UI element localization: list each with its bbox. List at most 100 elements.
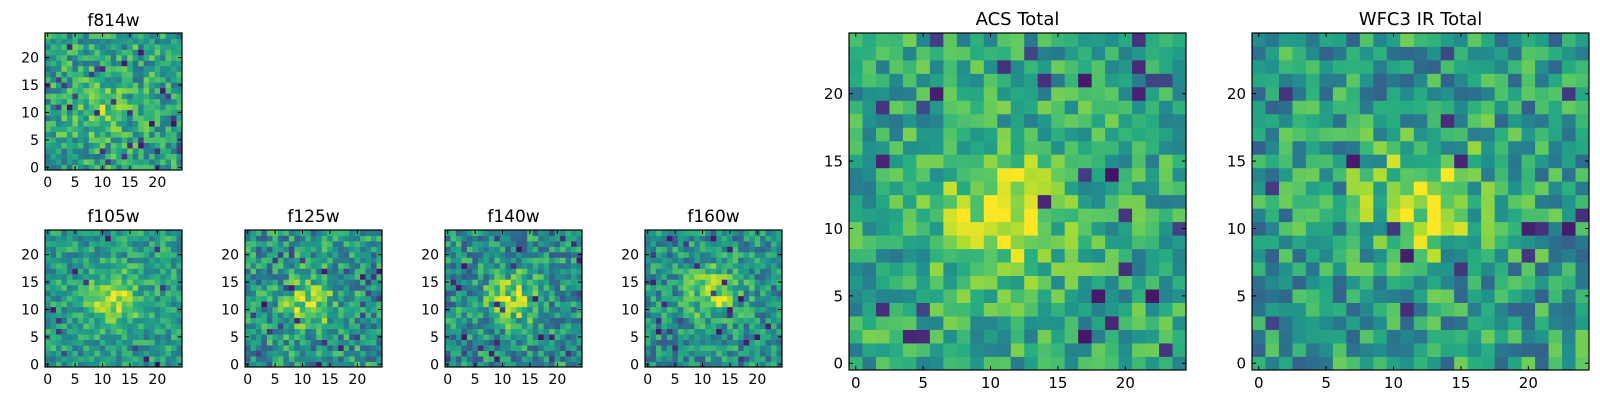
heatmap-cell	[560, 273, 566, 280]
heatmap-cell	[138, 284, 145, 291]
heatmap-cell	[143, 312, 150, 319]
heatmap-cell	[116, 306, 123, 313]
heatmap-cell	[171, 120, 177, 127]
heatmap-cell	[1051, 262, 1066, 277]
heatmap-cell	[338, 301, 345, 308]
heatmap-cell	[105, 93, 112, 100]
heatmap-cell	[672, 323, 679, 330]
heatmap-cell	[466, 279, 473, 286]
heatmap-cell	[683, 295, 690, 302]
heatmap-cell	[505, 312, 512, 319]
heatmap-cell	[310, 339, 317, 346]
heatmap-cell	[776, 284, 783, 291]
heatmap-cell	[1332, 127, 1347, 142]
heatmap-cell	[45, 142, 51, 149]
heatmap-cell	[376, 262, 383, 269]
heatmap-cell	[461, 279, 468, 286]
heatmap-cell	[1467, 221, 1482, 236]
heatmap-cell	[132, 153, 139, 160]
heatmap-cell	[738, 345, 745, 351]
heatmap-cell	[1535, 208, 1549, 223]
heatmap-cell	[943, 73, 958, 88]
heatmap-cell	[760, 323, 766, 330]
heatmap-cell	[61, 54, 68, 61]
heatmap-cell	[105, 317, 112, 324]
heatmap-cell	[154, 104, 161, 111]
heatmap-cell	[1265, 181, 1280, 196]
heatmap-cell	[45, 317, 51, 324]
heatmap-cell	[149, 268, 155, 275]
heatmap-cell	[510, 334, 517, 340]
heatmap-cell	[332, 312, 339, 319]
heatmap-cell	[1481, 33, 1496, 47]
heatmap-cell	[1024, 316, 1039, 330]
heatmap-cell	[902, 100, 917, 115]
heatmap-cell	[875, 343, 890, 357]
heatmap-cell	[721, 268, 728, 275]
heatmap-cell	[138, 345, 145, 351]
heatmap-cell	[956, 86, 971, 101]
heatmap-cell	[283, 251, 290, 258]
heatmap-cell	[338, 339, 345, 346]
heatmap-cell	[321, 230, 328, 236]
heatmap-cell	[1575, 73, 1590, 88]
heatmap-cell	[1373, 194, 1388, 209]
heatmap-cell	[677, 301, 684, 308]
heatmap-cell	[110, 164, 117, 171]
heatmap-cell	[1118, 221, 1133, 236]
heatmap-cell	[283, 240, 290, 247]
heatmap-cell	[105, 306, 112, 313]
heatmap-cell	[1145, 167, 1160, 182]
heatmap-cell	[283, 317, 290, 324]
heatmap-cell	[875, 289, 890, 303]
heatmap-cell	[61, 240, 68, 247]
heatmap-cell	[310, 356, 317, 362]
heatmap-cell	[970, 302, 985, 317]
heatmap-cell	[45, 153, 51, 160]
heatmap-cell	[283, 306, 290, 313]
heatmap-cell	[1252, 356, 1266, 371]
heatmap-cell	[1562, 302, 1576, 317]
heatmap-cell	[1305, 248, 1320, 263]
heatmap-cell	[494, 251, 501, 258]
heatmap-cell	[450, 246, 457, 253]
heatmap-cell	[1145, 181, 1160, 196]
heatmap-cell	[299, 339, 306, 346]
heatmap-cell	[505, 328, 512, 335]
heatmap-cell	[721, 295, 728, 302]
heatmap-cell	[521, 246, 528, 253]
heatmap-cell	[165, 76, 172, 83]
heatmap-cell	[477, 323, 484, 330]
heatmap-cell	[110, 246, 117, 253]
heatmap-cell	[1454, 154, 1469, 169]
heatmap-cell	[1481, 167, 1496, 182]
heatmap-cell	[376, 290, 383, 297]
heatmap-cell	[55, 104, 62, 111]
heatmap-cell	[61, 153, 68, 160]
heatmap-cell	[450, 356, 457, 362]
heatmap-cell	[1575, 302, 1590, 317]
heatmap-cell	[1454, 86, 1469, 101]
x-tick-label: 10	[94, 175, 112, 191]
heatmap-cell	[554, 235, 561, 242]
heatmap-cell	[261, 301, 268, 308]
heatmap-cell	[371, 361, 377, 368]
heatmap-cell	[521, 295, 528, 302]
heatmap-cell	[532, 268, 539, 275]
heatmap-cell	[1548, 262, 1563, 277]
x-tick-label: 5	[71, 175, 80, 191]
heatmap-cell	[738, 262, 745, 269]
heatmap-cell	[1332, 275, 1347, 290]
heatmap-cell	[738, 279, 745, 286]
heatmap-cell	[461, 356, 468, 362]
x-tick-label: 10	[694, 372, 712, 388]
heatmap-cell	[1172, 316, 1187, 330]
heatmap-cell	[672, 295, 679, 302]
heatmap-cell	[688, 306, 695, 313]
heatmap-cell	[1535, 262, 1549, 277]
heatmap-cell	[771, 268, 777, 275]
heatmap-cell	[149, 33, 155, 39]
heatmap-cell	[110, 339, 117, 346]
heatmap-cell	[1386, 356, 1401, 371]
